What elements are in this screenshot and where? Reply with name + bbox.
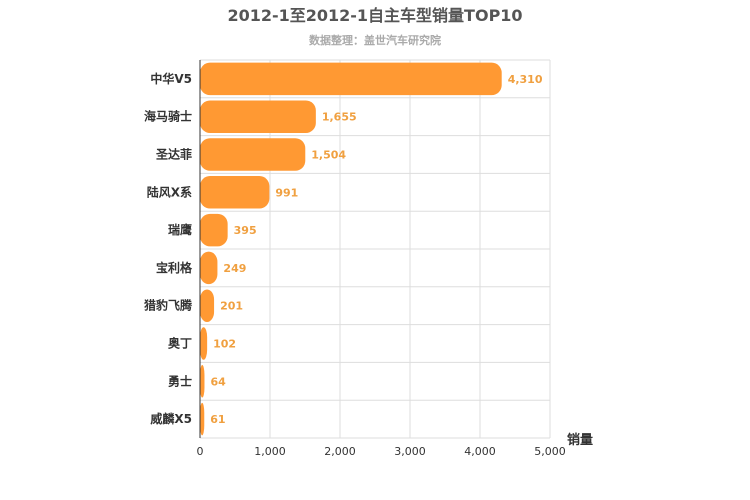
- bar[interactable]: [200, 62, 502, 96]
- x-tick-label: 2,000: [324, 445, 356, 458]
- bar[interactable]: [200, 213, 228, 247]
- category-label: 圣达菲: [155, 147, 192, 162]
- x-tick-labels: 0 1,000 2,000 3,000 4,000 5,000: [197, 445, 566, 458]
- x-tick-label: 0: [197, 445, 204, 458]
- data-label: 61: [210, 413, 225, 426]
- category-label: 陆风X系: [147, 184, 192, 199]
- category-label: 勇士: [168, 373, 192, 388]
- bar[interactable]: [200, 365, 205, 398]
- x-tick-label: 3,000: [394, 445, 426, 458]
- category-label: 奥丁: [168, 336, 192, 351]
- bar[interactable]: [200, 402, 205, 436]
- category-label: 中华V5: [150, 71, 192, 86]
- bar[interactable]: [200, 327, 208, 360]
- x-tick-label: 5,000: [534, 445, 566, 458]
- category-label: 猎豹飞腾: [144, 298, 193, 313]
- data-label: 1,504: [311, 149, 346, 162]
- category-label: 海马骑士: [144, 109, 192, 124]
- bar[interactable]: [200, 100, 316, 133]
- data-labels: 4,310 1,655 1,504 991 395 249 201 102 64 61: [210, 73, 543, 426]
- gridlines: [199, 59, 551, 439]
- data-label: 64: [210, 375, 226, 388]
- bar[interactable]: [200, 289, 215, 322]
- data-label: 102: [213, 338, 236, 351]
- bar[interactable]: [200, 251, 218, 285]
- category-label: 威麟X5: [150, 411, 192, 426]
- data-label: 4,310: [508, 73, 543, 86]
- x-tick-label: 1,000: [254, 445, 286, 458]
- data-label: 249: [223, 262, 246, 275]
- bars: [200, 62, 502, 436]
- bar[interactable]: [200, 138, 306, 171]
- chart-title: 2012-1至2012-1自主车型销量TOP10: [227, 6, 522, 25]
- category-label: 宝利格: [156, 260, 193, 275]
- bar[interactable]: [200, 176, 270, 209]
- data-label: 991: [275, 186, 298, 199]
- data-label: 395: [234, 224, 257, 237]
- chart-subtitle: 数据整理：盖世汽车研究院: [309, 33, 441, 47]
- data-label: 201: [220, 300, 243, 313]
- category-label: 瑞鹰: [168, 222, 192, 237]
- data-label: 1,655: [322, 111, 357, 124]
- x-tick-label: 4,000: [464, 445, 496, 458]
- x-axis-title: 销量: [567, 432, 593, 448]
